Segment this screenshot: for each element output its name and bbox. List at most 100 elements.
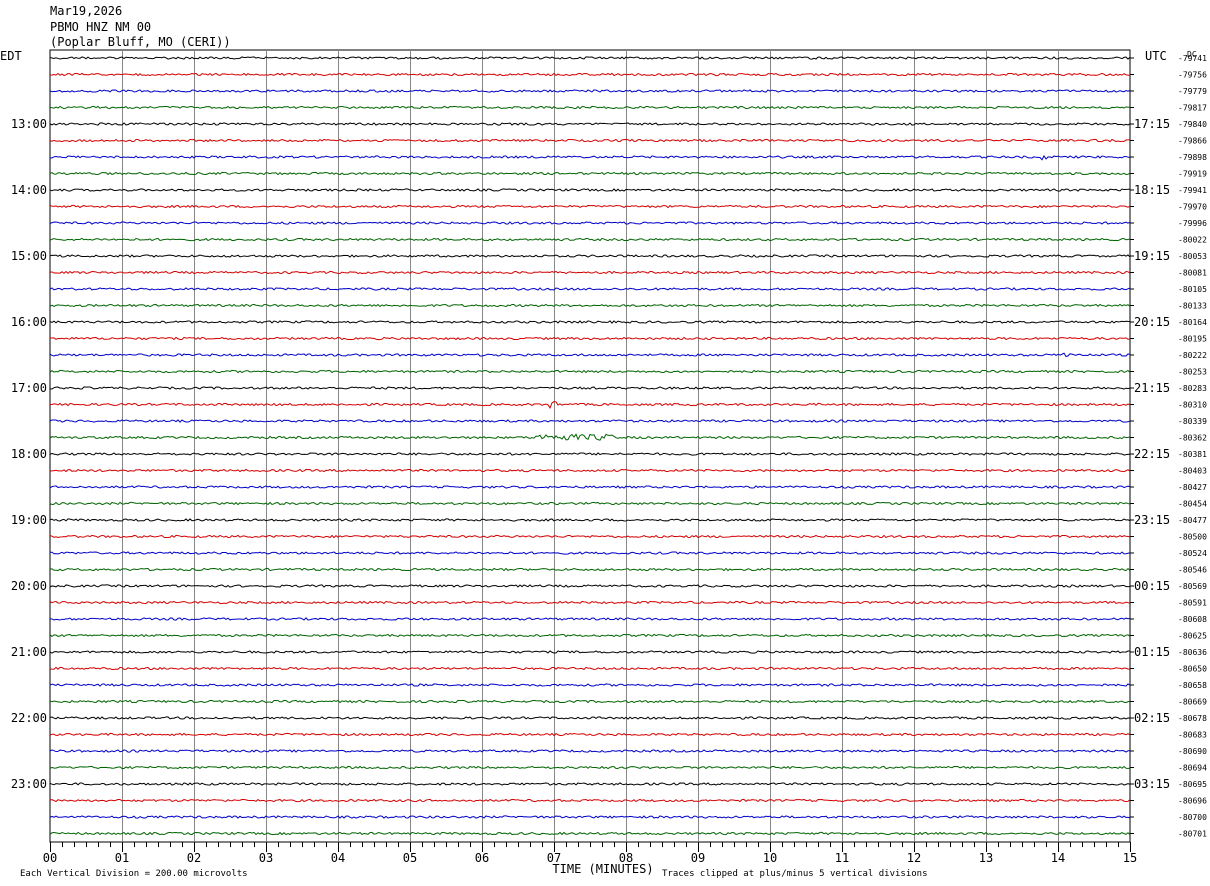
x-tick-label: 13 — [979, 851, 993, 865]
dc-offset-label: -79756 — [1178, 71, 1207, 80]
dc-header-label: DC — [1187, 50, 1197, 59]
dc-offset-label: -80403 — [1178, 467, 1207, 476]
x-axis-label: TIME (MINUTES) — [552, 862, 653, 876]
trace-line — [49, 270, 1131, 275]
trace-line — [49, 749, 1131, 753]
right-hour-label: 22:15 — [1134, 447, 1170, 461]
dc-offset-label: -79970 — [1178, 203, 1207, 212]
trace-line — [49, 188, 1131, 192]
dc-offset-label: -79741 — [1178, 54, 1207, 63]
left-timezone-label: EDT — [0, 49, 22, 63]
right-hour-label: 02:15 — [1134, 711, 1170, 725]
trace-line — [49, 433, 1131, 441]
trace-line — [49, 369, 1131, 374]
right-timezone-label: UTC — [1145, 49, 1167, 63]
dc-offset-label: -80636 — [1178, 648, 1207, 657]
x-tick-label: 12 — [907, 851, 921, 865]
dc-offset-label: -80569 — [1178, 582, 1207, 591]
x-tick-label: 00 — [43, 851, 57, 865]
dc-offset-label: -80696 — [1178, 797, 1207, 806]
trace-line — [49, 666, 1131, 671]
left-hour-label: 14:00 — [11, 183, 47, 197]
left-hour-label: 19:00 — [11, 513, 47, 527]
trace-line — [49, 352, 1131, 358]
x-tick-label: 03 — [259, 851, 273, 865]
trace-line — [49, 122, 1131, 126]
trace-line — [49, 815, 1131, 819]
trace-line — [49, 452, 1131, 456]
trace-line — [49, 551, 1131, 555]
dc-offset-label: -80658 — [1178, 681, 1207, 690]
trace-line — [49, 584, 1131, 588]
trace-line — [49, 765, 1131, 770]
trace-line — [49, 105, 1131, 110]
trace-line — [49, 303, 1131, 308]
x-tick-label: 06 — [475, 851, 489, 865]
trace-line — [49, 237, 1131, 242]
x-tick-label: 09 — [691, 851, 705, 865]
x-tick-label: 07 — [547, 851, 561, 865]
seismic-traces — [49, 56, 1131, 836]
left-hour-label: 15:00 — [11, 249, 47, 263]
trace-line — [49, 254, 1131, 258]
dc-offset-label: -80081 — [1178, 269, 1207, 278]
right-hour-label: 18:15 — [1134, 183, 1170, 197]
trace-line — [49, 287, 1131, 291]
dc-offset-label: -80695 — [1178, 780, 1207, 789]
x-tick-label: 04 — [331, 851, 345, 865]
dc-offset-label: -80381 — [1178, 450, 1207, 459]
trace-line — [49, 650, 1131, 654]
chart-labels: 00 01 02 03 04 05 06 07 08 09 10 11 12 13 14 15 TIME (MI… — [0, 49, 1207, 879]
date-label: Mar19,2026 — [50, 4, 123, 18]
dc-offset-label: -80683 — [1178, 731, 1207, 740]
trace-line — [49, 683, 1131, 687]
dc-offset-label: -79919 — [1178, 170, 1207, 179]
dc-offset-label: -80625 — [1178, 632, 1207, 641]
left-hour-label: 21:00 — [11, 645, 47, 659]
trace-line — [49, 831, 1131, 836]
trace-line — [49, 732, 1131, 737]
dc-offset-label: -80164 — [1178, 318, 1207, 327]
dc-offset-label: -80339 — [1178, 417, 1207, 426]
trace-line — [49, 386, 1131, 390]
dc-offset-label: -80678 — [1178, 714, 1207, 723]
dc-offset-label: -80477 — [1178, 516, 1207, 525]
trace-line — [49, 419, 1131, 423]
left-hour-label: 17:00 — [11, 381, 47, 395]
dc-offset-label: -80524 — [1178, 549, 1207, 558]
dc-offset-label: -80362 — [1178, 434, 1207, 443]
trace-line — [49, 501, 1131, 506]
dc-offset-label: -79941 — [1178, 186, 1207, 195]
dc-offset-label: -80427 — [1178, 483, 1207, 492]
minute-grid — [49, 49, 1131, 852]
dc-offset-label: -80195 — [1178, 335, 1207, 344]
trace-line — [49, 633, 1131, 638]
right-hour-label: 01:15 — [1134, 645, 1170, 659]
dc-offset-label: -79866 — [1178, 137, 1207, 146]
dc-offset-label: -80591 — [1178, 599, 1207, 608]
left-hour-label: 18:00 — [11, 447, 47, 461]
station-label: PBMO HNZ NM 00 — [50, 20, 152, 34]
left-hour-label: 20:00 — [11, 579, 47, 593]
trace-line — [49, 89, 1131, 93]
dc-offset-label: -80105 — [1178, 285, 1207, 294]
trace-line — [49, 401, 1131, 410]
right-hour-label: 03:15 — [1134, 777, 1170, 791]
left-hour-label: 22:00 — [11, 711, 47, 725]
left-hour-label: 16:00 — [11, 315, 47, 329]
trace-line — [49, 716, 1131, 720]
trace-line — [49, 138, 1131, 143]
x-tick-label: 11 — [835, 851, 849, 865]
x-tick-label: 08 — [619, 851, 633, 865]
left-hour-label: 13:00 — [11, 117, 47, 131]
right-hour-label: 23:15 — [1134, 513, 1170, 527]
trace-line — [49, 617, 1131, 621]
trace-line — [49, 221, 1131, 225]
trace-line — [49, 468, 1131, 473]
dc-offset-label: -80650 — [1178, 665, 1207, 674]
trace-line — [49, 171, 1131, 176]
right-hour-label: 17:15 — [1134, 117, 1170, 131]
trace-line — [49, 204, 1131, 209]
right-hour-label: 21:15 — [1134, 381, 1170, 395]
